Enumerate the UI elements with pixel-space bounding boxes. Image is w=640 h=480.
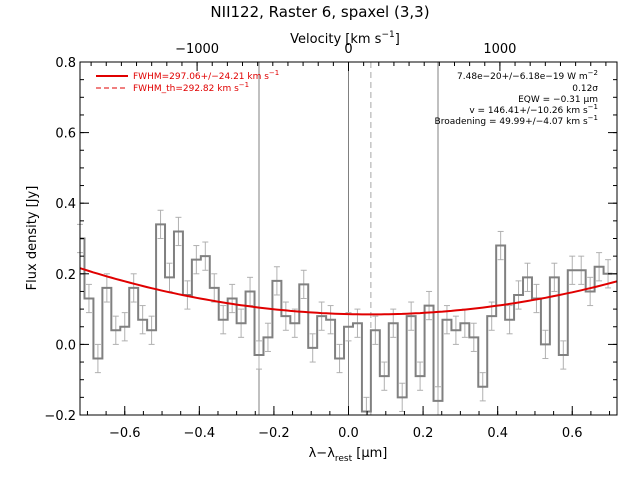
x-tick-label: −0.4	[184, 426, 216, 441]
top-tick-label: 0	[344, 42, 352, 57]
x-tick-label: 0.6	[562, 426, 583, 441]
x-tick-label: 0.2	[413, 426, 434, 441]
y-tick-label: 0.2	[55, 268, 76, 283]
vertical-lines-group	[258, 62, 439, 415]
y-tick-label: 0.8	[55, 56, 76, 71]
x-tick-label: −0.2	[258, 426, 290, 441]
x-tick-label: 0.0	[338, 426, 359, 441]
chart-title: NII122, Raster 6, spaxel (3,3)	[210, 3, 429, 21]
top-tick-label: 1000	[483, 42, 516, 57]
fit-curve	[79, 267, 618, 316]
top-tick-label: −1000	[175, 42, 219, 57]
spectrum-line	[80, 223, 613, 413]
x-tick-label: 0.4	[487, 426, 508, 441]
x-axis-label: λ−λrest [μm]	[309, 446, 388, 464]
y-tick-label: 0.4	[55, 197, 76, 212]
y-tick-label: 0.6	[55, 127, 76, 142]
error-bars-group	[77, 209, 612, 416]
top-axis-label: Velocity [km s−1]	[290, 30, 400, 47]
annotation-velocity: v = 146.41+/−10.26 km s−1	[469, 103, 598, 116]
x-tick-label: −0.6	[109, 426, 141, 441]
spectrum-group	[80, 223, 613, 413]
legend-fit-label: FWHM=297.06+/−24.21 km s−1	[133, 69, 279, 82]
annotation-flux: 7.48e−20+/−6.18e−19 W m−2	[457, 69, 598, 82]
annotation-sigma: 0.12σ	[572, 84, 598, 94]
legend-fit-th-label: FWHM_th=292.82 km s−1	[133, 81, 249, 94]
axes-group: −0.6 −0.4 −0.2 0.0 0.2 0.4 0.6 −0.2 0.0 0.2 0.4 0.6…	[44, 42, 618, 441]
fit-group	[79, 267, 618, 316]
annotation-eqw: EQW = −0.31 μm	[518, 95, 598, 105]
y-tick-label: 0.0	[55, 338, 76, 353]
y-tick-label: −0.2	[44, 409, 76, 424]
y-axis-label: Flux density [Jy]	[25, 186, 40, 291]
annotation-broadening: Broadening = 49.99+/−4.07 km s−1	[435, 114, 598, 127]
